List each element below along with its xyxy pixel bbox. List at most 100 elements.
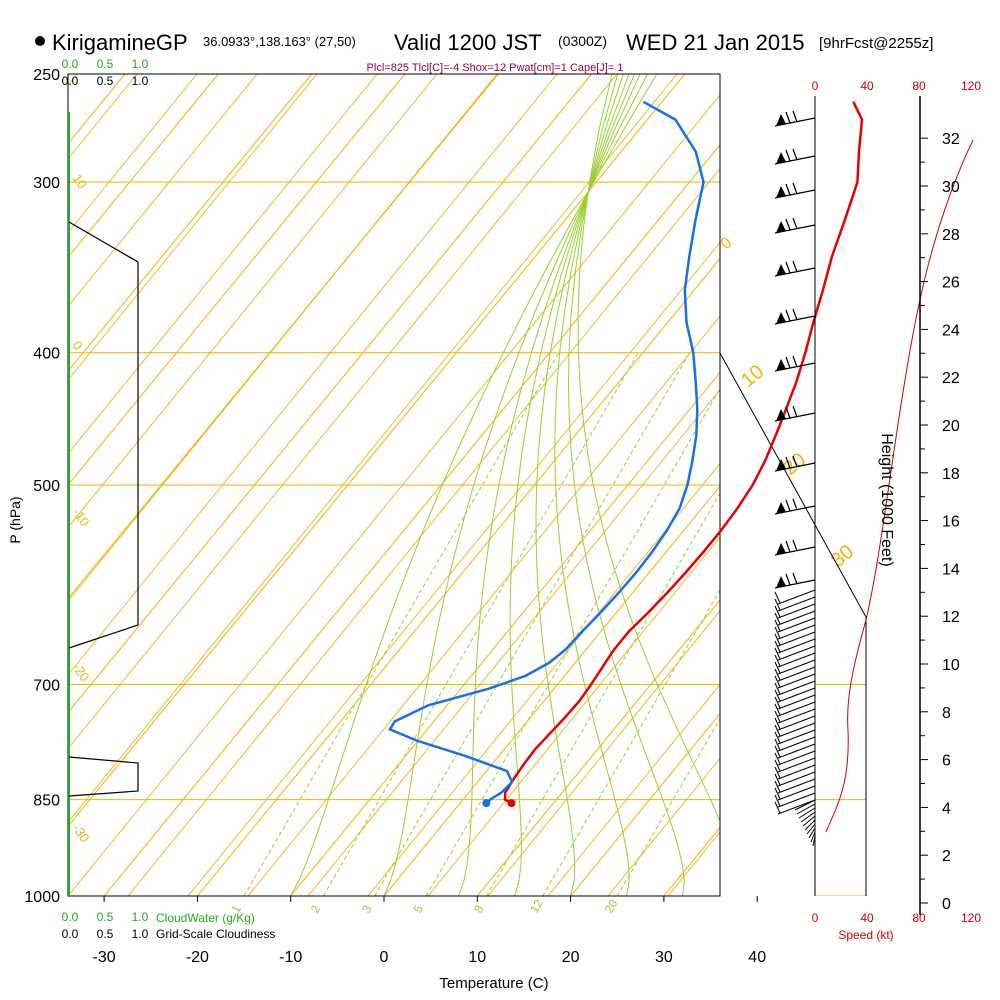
temperature-tick-label: 20 — [562, 949, 580, 966]
cloud-scale-label: 0.5 — [97, 74, 114, 88]
wind-barb — [777, 715, 816, 731]
cloud-scale-label: 0.0 — [62, 910, 79, 924]
wind-barb — [777, 778, 816, 794]
isotherm-line — [944, 74, 1000, 896]
chart-boundary-line — [719, 352, 867, 896]
dry-adiabat-line — [307, 389, 720, 896]
cloud-scale-label: 1.0 — [132, 74, 149, 88]
mixing-ratio-line — [486, 492, 720, 896]
wind-barb-feather — [792, 110, 798, 123]
speed-tick-label: 80 — [912, 79, 926, 93]
dry-adiabat-line — [68, 94, 720, 896]
height-tick-label: 14 — [942, 561, 960, 578]
wind-barb-feather — [774, 598, 781, 611]
wind-barb — [777, 694, 816, 710]
wind-barb — [777, 750, 816, 766]
wind-barb-feather — [774, 675, 781, 688]
dry-adiabat-line — [547, 683, 720, 896]
forecast-label: [9hrFcst@2255z] — [819, 35, 933, 52]
mixing-ratio-label: 20 — [602, 897, 621, 916]
height-tick-label: 24 — [942, 322, 960, 339]
speed-tick-label: 120 — [961, 79, 981, 93]
height-tick-label: 2 — [942, 848, 951, 865]
wind-barb — [777, 673, 816, 689]
wind-speed-panel: 0 0 40 40 80 80 120 120 — [812, 79, 982, 925]
wind-barb-flag — [776, 543, 786, 555]
wind-barb-feather — [785, 573, 791, 586]
wind-barb-feather — [785, 261, 791, 274]
cloud-scale-label: 0.0 — [62, 57, 79, 71]
station-dot-icon — [35, 36, 45, 46]
wind-barb-feather — [774, 787, 781, 800]
wind-barb — [777, 708, 816, 724]
dry-adiabat-line — [68, 74, 618, 750]
isotherm-line — [68, 74, 686, 828]
speed-axis-title: Speed (kt) — [838, 928, 893, 942]
wind-barb — [796, 803, 816, 815]
dry-adiabat-line — [0, 36, 48, 896]
wind-barb — [777, 589, 816, 605]
wind-barb — [777, 771, 816, 787]
wind-barb-feather — [792, 498, 798, 511]
speed-tick-label: 120 — [961, 911, 981, 925]
temperature-tick-label: 30 — [655, 949, 673, 966]
cloudiness-title: Grid-Scale Cloudiness — [156, 927, 275, 941]
wind-barb-feather — [785, 218, 791, 231]
wind-barb-feather — [774, 605, 781, 618]
cloud-scale-label: 0.5 — [97, 910, 114, 924]
wind-barb-feather — [792, 217, 798, 230]
wind-barb-feather — [785, 149, 791, 162]
speed-tick-label: 40 — [860, 911, 874, 925]
isotherm-line — [197, 257, 720, 896]
height-tick-label: 12 — [942, 609, 960, 626]
wind-barb — [777, 596, 816, 612]
height-tick-label: 16 — [942, 514, 960, 531]
dry-adiabat-line — [68, 74, 498, 602]
wind-barb-feather — [792, 148, 798, 161]
pressure-tick-label: 850 — [33, 793, 60, 810]
wind-barb-feather — [792, 308, 798, 321]
temperature-surface-marker — [507, 799, 516, 808]
wind-barb — [777, 701, 816, 717]
pressure-axis-title: P (hPa) — [7, 496, 23, 543]
cloud-water-title: CloudWater (g/Kg) — [156, 911, 255, 925]
wind-barb — [777, 645, 816, 661]
isotherm-line — [103, 144, 720, 896]
wind-barb — [777, 729, 816, 745]
wind-barb-feather — [792, 455, 798, 468]
dry-adiabat-line — [68, 74, 258, 308]
wind-barb-feather — [785, 499, 791, 512]
cloud-scale-label: 0.0 — [62, 927, 79, 941]
wind-barb — [777, 736, 816, 752]
station-name: KirigamineGP — [52, 30, 188, 55]
speed-tick-label: 80 — [912, 911, 926, 925]
dry-adiabat-line — [848, 36, 1000, 896]
dry-adiabat-line — [367, 462, 720, 896]
isotherm-line — [0, 74, 32, 896]
wind-barb — [800, 811, 816, 823]
pressure-tick-label: 300 — [33, 175, 60, 192]
cloud-scale-label: 0.5 — [97, 927, 114, 941]
isotherm-line — [383, 485, 720, 896]
grid-extension — [815, 684, 866, 896]
speed-tick-label: 0 — [812, 79, 819, 93]
height-tick-label: 18 — [942, 466, 960, 483]
dewpoint-line — [388, 100, 705, 805]
wind-barb-flag — [776, 152, 786, 164]
dry-adiabat-line — [68, 74, 438, 529]
moist-adiabat-line — [554, 74, 630, 896]
height-tick-label: 32 — [942, 131, 960, 148]
wind-barb-flag — [776, 359, 786, 371]
temperature-tick-label: 0 — [380, 949, 389, 966]
wind-barb — [798, 807, 816, 819]
speed-tick-label: 40 — [860, 79, 874, 93]
mixing-ratio-line — [425, 387, 720, 896]
isotherm-line — [476, 599, 720, 896]
valid-zulu: (0300Z) — [558, 33, 607, 49]
wind-barb-feather — [792, 572, 798, 585]
mixing-ratio-label: 3 — [359, 902, 375, 915]
wind-barb-flag — [776, 576, 786, 588]
speed-tick-label: 0 — [812, 911, 819, 925]
